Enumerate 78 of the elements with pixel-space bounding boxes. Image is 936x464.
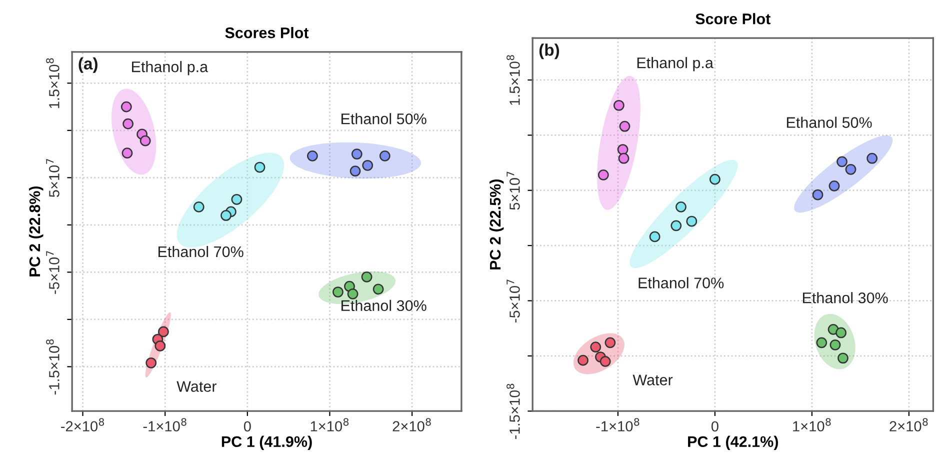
point: [613, 100, 624, 111]
chart-title: Scores Plot: [225, 27, 309, 38]
point: [828, 180, 840, 192]
point: [307, 150, 318, 162]
point: [361, 271, 372, 282]
point: [812, 189, 824, 200]
point: [154, 340, 166, 352]
point: [122, 148, 133, 159]
annotation: (b): [539, 44, 560, 60]
series-label: Ethanol 50%: [342, 113, 426, 124]
series-label: Ethanol p.a: [132, 61, 208, 76]
point: [836, 156, 848, 168]
point: [816, 337, 828, 348]
x-tick-label: 1×10$^{8}$: [310, 418, 349, 432]
x-axis-title: PC 1 (42.1%): [688, 436, 778, 450]
point: [598, 169, 609, 180]
point: [670, 220, 682, 232]
x-tick-label: -2×10$^{8}$: [61, 418, 104, 432]
point: [122, 118, 134, 130]
y-axis-title: PC 2 (22.5%): [489, 179, 504, 270]
point: [231, 194, 242, 205]
x-tick-label: 0: [244, 421, 251, 432]
series-label: Ethanol 30%: [802, 292, 888, 304]
y-tick-label: -5×10$^{7}$: [46, 251, 60, 294]
point: [347, 288, 358, 300]
point: [220, 210, 232, 221]
point: [140, 135, 151, 146]
point: [193, 202, 204, 212]
point: [830, 339, 841, 350]
point: [686, 216, 698, 227]
series-label: Ethanol 50%: [786, 116, 872, 128]
point: [254, 162, 266, 173]
point: [120, 101, 132, 112]
series-label: Water: [176, 381, 217, 392]
x-axis-title: PC 1 (41.9%): [222, 436, 312, 450]
point: [600, 356, 611, 367]
point: [590, 342, 602, 353]
y-tick-label: -1.5×10$^{8}$: [506, 384, 520, 439]
x-tick-label: -1×10$^{8}$: [143, 418, 186, 432]
point: [649, 231, 660, 242]
point: [578, 354, 588, 366]
series-label: Ethanol 30%: [342, 300, 426, 312]
point: [866, 152, 878, 164]
text: Ethanol 70%: [638, 277, 724, 288]
y-tick-label: 5×10$^{7}$: [46, 159, 60, 198]
point: [604, 337, 616, 348]
point: [845, 164, 856, 175]
point: [710, 174, 720, 185]
point: [350, 166, 361, 176]
x-tick-label: 1×10$^{8}$: [793, 418, 831, 432]
y-tick-label: -5×10$^{7}$: [506, 280, 520, 322]
chart-title: Score Plot: [696, 13, 770, 24]
point: [619, 120, 630, 132]
y-tick-label: 5×10$^{7}$: [506, 172, 520, 210]
annotation: (a): [78, 57, 98, 73]
point: [379, 150, 390, 162]
x-tick-label: 2×10$^{8}$: [890, 418, 928, 432]
point: [372, 284, 384, 295]
y-axis-title: PC 2 (22.8%): [28, 186, 44, 276]
point: [332, 286, 344, 298]
point: [158, 326, 169, 338]
x-tick-label: -1×10$^{8}$: [596, 418, 640, 432]
point: [836, 327, 846, 338]
point: [618, 152, 630, 164]
y-tick-label: 1.5×10$^{8}$: [506, 55, 520, 105]
point: [676, 201, 686, 212]
point: [838, 352, 848, 364]
y-tick-label: -1.5×10$^{8}$: [46, 339, 60, 395]
y-tick-label: 1.5×10$^{8}$: [46, 58, 60, 108]
point: [362, 160, 374, 171]
text: Ethanol p.a: [637, 57, 714, 72]
x-tick-label: 0: [711, 421, 718, 432]
x-tick-label: 2×10$^{8}$: [392, 418, 431, 432]
point: [351, 148, 362, 160]
series-label: Water: [632, 374, 673, 386]
point: [617, 144, 628, 155]
series-label: Ethanol 70%: [158, 246, 244, 258]
point: [146, 357, 157, 368]
